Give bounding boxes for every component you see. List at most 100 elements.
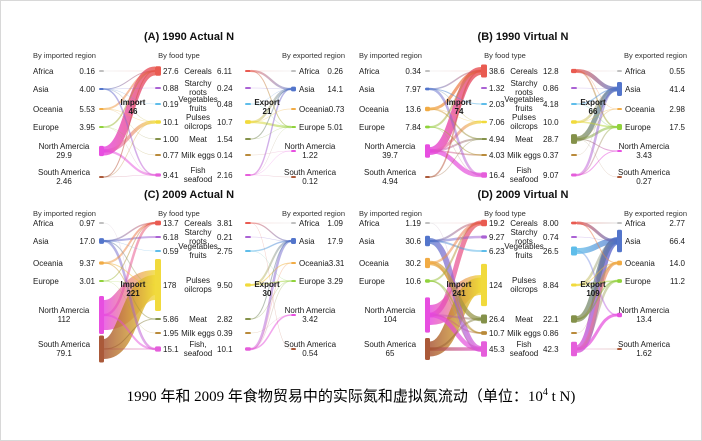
node-bar [481,331,487,335]
food-import-value: 4.03 [489,151,505,160]
flow-ribbon [250,280,292,320]
node-bar [291,70,296,72]
region-name: Africa [359,219,380,228]
import-word: Import [120,98,146,107]
flow-ribbon [103,70,156,128]
flow-ribbon [576,222,618,264]
sankey-canvas [425,219,622,361]
flow-ribbon [103,88,156,123]
region-value: 17.5 [669,123,685,132]
region-in-label: Africa 0.34 [359,67,421,76]
region-name: Oceania [625,259,655,268]
food-label: Pulses oilcrops [510,276,538,294]
import-word: Import [120,280,146,289]
flow-ribbon [103,87,156,90]
region-out-label: Oceania 14.0 [625,259,685,268]
node-bar [617,81,622,97]
region-value: 7.97 [405,85,421,94]
node-bar [425,125,430,129]
flow-ribbon [103,280,156,286]
region-name: Asia [299,237,315,246]
export-node-label: Export 109 [559,280,627,298]
region-name: Africa [625,219,646,228]
food-label: Vegetables fruits [178,242,218,260]
node-bar [99,295,104,335]
region-value: 14.1 [327,85,343,94]
node-bar [571,332,577,334]
region-name: Europe [625,123,651,132]
flow-ribbon [576,126,618,176]
food-import-value: 16.4 [489,171,505,180]
region-value: 9.37 [79,259,95,268]
region-name: North Amercia [284,306,336,315]
region-out-label: South America 0.54 [277,340,343,358]
node-bar [291,237,296,245]
export-node-label: Export 30 [233,280,301,298]
flow-ribbon [250,236,292,242]
region-value: 0.73 [328,105,345,114]
region-out-label: Europe 11.2 [625,277,685,286]
food-label: Vegetables fruits [504,95,544,113]
region-value: 1.09 [327,219,343,228]
flow-ribbon [103,280,156,334]
region-value: 17.0 [79,237,95,246]
node-bar [155,120,161,124]
region-name: Africa [299,219,320,228]
food-export-value: 0.86 [543,329,559,338]
flow-ribbon [576,279,618,351]
region-value: 1.22 [302,151,318,160]
node-bar [245,347,251,351]
food-label: Cereals [184,66,212,76]
node-bar [481,154,487,156]
node-bar [481,249,487,253]
flow-ribbon [576,240,618,334]
region-value: 17.9 [327,237,343,246]
flow-ribbon [103,318,156,350]
food-import-value: 0.59 [163,247,179,256]
column-header-foodtype: By food type [158,209,200,218]
food-export-value: 2.82 [217,315,233,324]
region-in-label: North Amercia 112 [31,306,97,324]
node-bar [481,172,487,178]
region-value: 3.95 [79,123,95,132]
food-import-value: 6.18 [163,233,179,242]
region-name: Europe [299,123,325,132]
flow-ribbon [103,222,156,350]
node-bar [571,154,577,156]
caption-text: 1990 年和 2009 年食物贸易中的实际氮和虚拟氮流动（单位：10 [126,389,543,405]
region-value: 1.19 [405,219,421,228]
flow-ribbon [576,103,618,128]
import-node-label: Import 46 [99,98,167,116]
flow-ribbon [576,87,618,177]
panel-b: (B) 1990 Virtual N By imported region By f… [355,31,691,189]
node-bar [425,176,430,178]
panel-c: (C) 2009 Actual N By imported region By fo… [29,189,349,369]
node-bar [291,108,296,110]
flow-ribbon [103,126,156,156]
node-bar [571,68,577,74]
region-name: Oceania [299,259,329,268]
region-value: 0.16 [79,67,95,76]
region-value: 0.97 [79,219,95,228]
flow-ribbon [576,88,618,156]
food-import-value: 9.27 [489,233,505,242]
node-bar [99,335,104,363]
node-bar [291,314,296,316]
food-import-value: 124 [489,281,503,290]
node-bar [571,120,577,124]
food-label: Vegetables fruits [504,242,544,260]
node-bar [291,280,296,282]
food-import-value: 26.4 [489,315,505,324]
node-bar [617,279,622,283]
food-import-value: 1.00 [163,135,179,144]
flow-ribbon [250,150,292,156]
region-value: 2.98 [669,105,685,114]
region-out-label: South America 0.12 [277,168,343,186]
panel-a: (A) 1990 Actual N By imported region By fo… [29,31,349,189]
region-value: 10.6 [405,277,421,286]
node-bar [617,229,622,253]
flow-ribbon [576,221,618,243]
flow-ribbon [250,126,292,176]
food-label: Meat [189,134,207,144]
food-export-value: 2.16 [217,171,233,180]
